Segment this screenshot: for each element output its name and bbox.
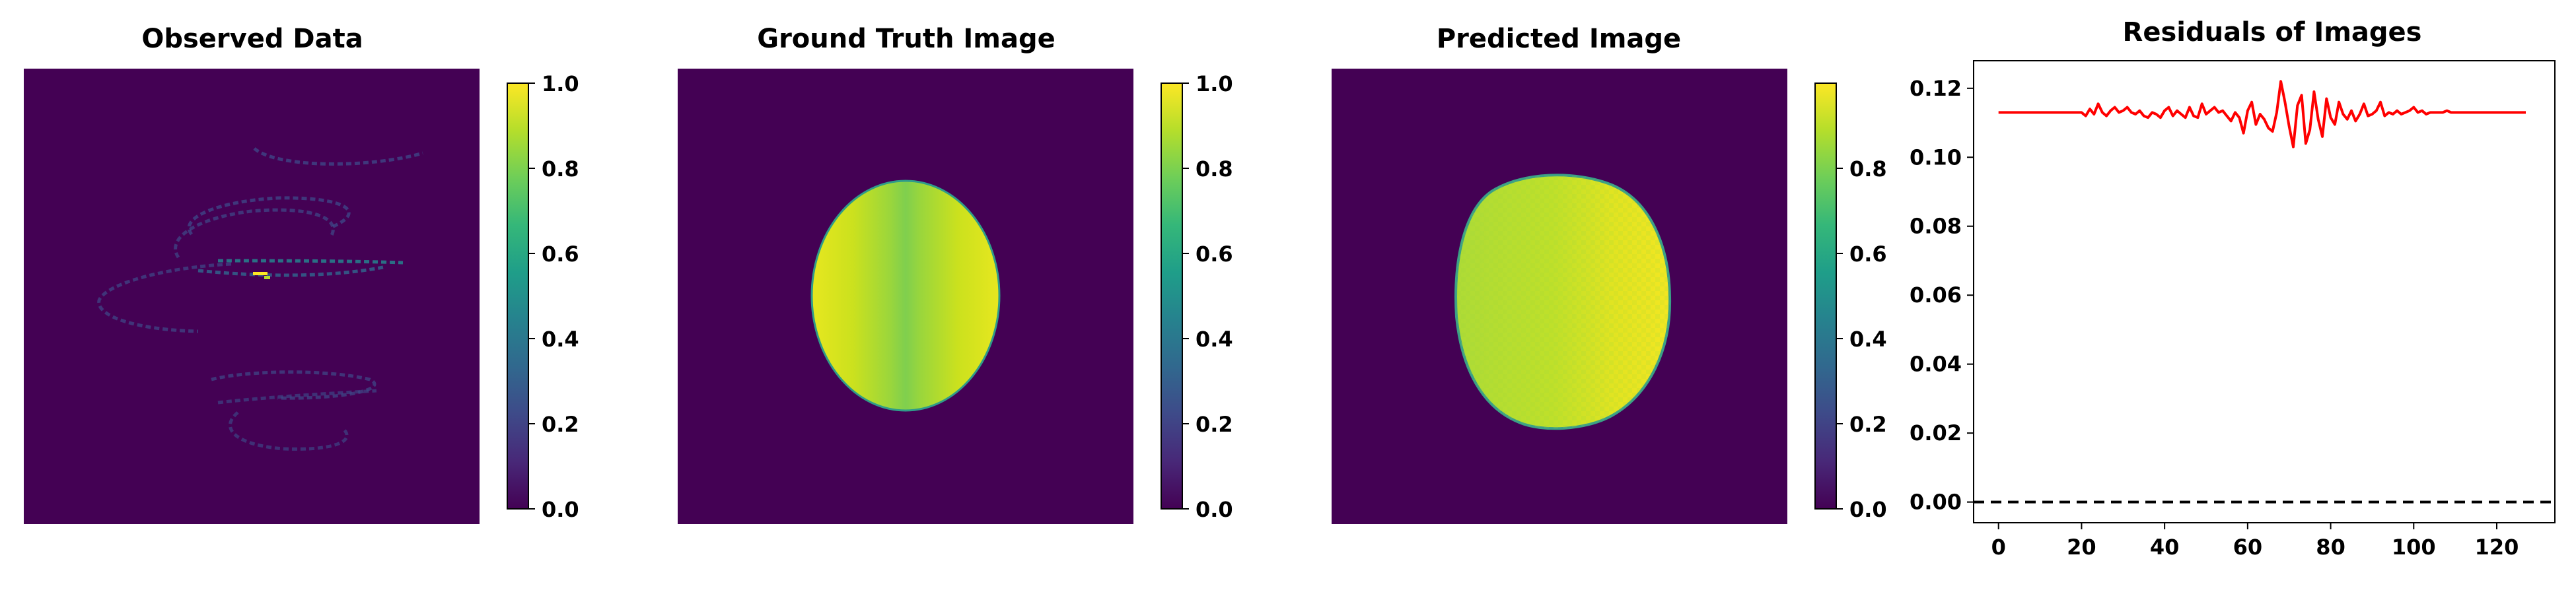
predicted-title: Predicted Image (1437, 24, 1681, 54)
spiral-arc-upper (187, 196, 351, 236)
y-tick-label: 0.08 (1910, 214, 1962, 239)
observed-colorbar-ticks: 0.0 0.2 0.4 0.6 0.8 1.0 (528, 71, 579, 522)
ground-truth-cbar-tick: 0.4 (1196, 327, 1233, 352)
ground-truth-colorbar (1161, 82, 1183, 510)
ground-truth-ellipse (810, 180, 1001, 412)
predicted-noise (1456, 175, 1670, 429)
ground-truth-cbar-tick: 1.0 (1196, 71, 1233, 96)
x-tick-label: 100 (2392, 535, 2436, 560)
ground-truth-cbar-tick: 0.0 (1196, 497, 1233, 522)
observed-colorbar (507, 82, 529, 510)
predicted-cbar-tick: 0.4 (1849, 327, 1887, 352)
observed-cbar-tick: 0.0 (542, 497, 579, 522)
x-tick-label: 80 (2316, 535, 2345, 560)
spiral-arc-top (253, 147, 423, 166)
predicted-cbar-tick: 0.8 (1849, 156, 1887, 182)
x-tick-label: 20 (2067, 535, 2096, 560)
predicted-cbar-tick: 0.6 (1849, 242, 1887, 267)
observed-image (24, 69, 480, 524)
predicted-colorbar (1814, 82, 1837, 510)
ground-truth-cbar-tick: 0.8 (1196, 156, 1233, 182)
predicted-colorbar-ticks: 0.0 0.2 0.4 0.6 0.8 (1836, 156, 1887, 522)
spiral-arc-bottom (229, 411, 349, 451)
y-tick-label: 0.00 (1910, 490, 1962, 515)
y-tick-label: 0.06 (1910, 282, 1962, 308)
observed-title: Observed Data (141, 24, 363, 54)
residuals-title: Residuals of Images (2123, 17, 2422, 48)
observed-spiral-samples (97, 147, 423, 451)
y-tick-label: 0.10 (1910, 145, 1962, 170)
ground-truth-cbar-tick: 0.6 (1196, 242, 1233, 267)
predicted-cbar-tick: 0.0 (1849, 497, 1887, 522)
x-tick-label: 0 (1991, 535, 2006, 560)
predicted-cbar-tick: 0.2 (1849, 412, 1887, 437)
x-tick-label: 40 (2150, 535, 2180, 560)
x-tick-label: 120 (2475, 535, 2519, 560)
observed-hotspot (253, 272, 268, 275)
y-tick-label: 0.04 (1910, 352, 1962, 377)
spiral-arc-middle (174, 208, 335, 259)
observed-cbar-tick: 0.6 (542, 242, 579, 267)
y-tick-label: 0.02 (1910, 420, 1962, 446)
residual-series-line (1998, 80, 2526, 148)
observed-cbar-tick: 0.2 (542, 412, 579, 437)
ground-truth-colorbar-ticks: 0.0 0.2 0.4 0.6 0.8 1.0 (1182, 71, 1233, 522)
ground-truth-title: Ground Truth Image (757, 24, 1055, 54)
spiral-arc-lower (211, 370, 376, 400)
residuals-plot: 0 20 40 60 80 100 120 0.00 0.02 0.04 0.06 0.08 0.10 0… (1910, 60, 2556, 560)
observed-cbar-tick: 0.4 (542, 327, 579, 352)
observed-cbar-tick: 1.0 (542, 71, 579, 96)
spiral-arc-large (97, 262, 232, 333)
x-tick-label: 60 (2233, 535, 2263, 560)
observed-cbar-tick: 0.8 (542, 156, 579, 182)
spiral-arc-band-lower (197, 265, 384, 277)
spiral-arc-lower-2 (217, 389, 377, 405)
observed-hotspot-2 (264, 276, 270, 279)
y-tick-label: 0.12 (1910, 76, 1962, 101)
residuals-axes-frame (1973, 60, 2556, 523)
ground-truth-cbar-tick: 0.2 (1196, 412, 1233, 437)
